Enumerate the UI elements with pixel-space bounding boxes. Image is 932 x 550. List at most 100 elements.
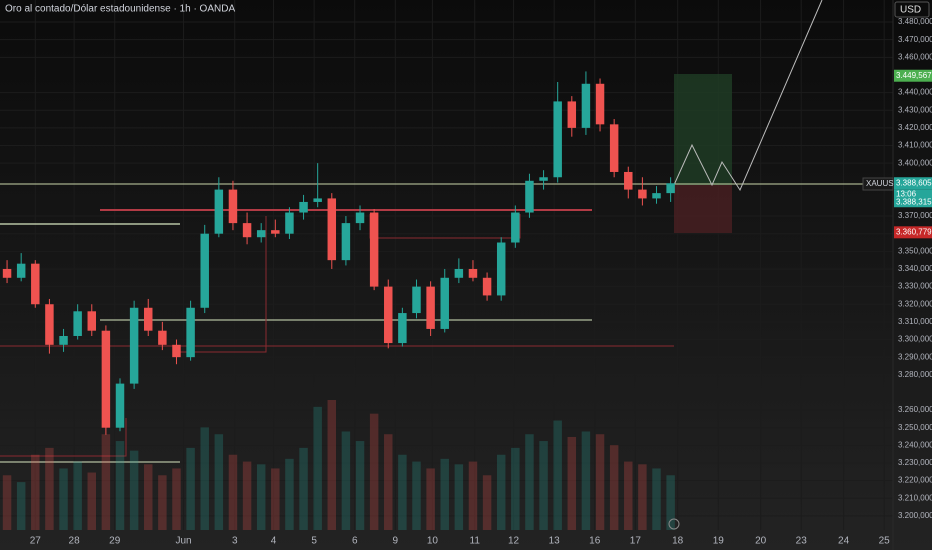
x-tick-label: 3 (232, 536, 238, 547)
candle-body (228, 189, 238, 224)
volume-bar (115, 441, 125, 530)
candle-body (482, 277, 492, 296)
chart-title: Oro al contado/Dólar estadounidense · 1h… (5, 4, 235, 15)
volume-bar (454, 464, 464, 530)
y-tick-label: 3.260,000 (898, 405, 932, 414)
volume-bar (468, 461, 478, 530)
candle-body (186, 307, 195, 358)
candle-body (511, 212, 520, 243)
candle-body (144, 307, 153, 331)
currency[interactable]: USD (900, 5, 921, 16)
volume-bar (553, 420, 562, 530)
candle-body (313, 198, 322, 202)
volume-bar (581, 431, 591, 530)
symbol: XAUUSD (866, 179, 900, 188)
volume-bar (31, 454, 40, 530)
y-tick-label: 3.300,000 (898, 335, 932, 344)
candle-body (384, 286, 393, 344)
candle-body (369, 212, 379, 287)
volume-bar (271, 468, 280, 530)
x-tick-label: 13 (549, 536, 561, 547)
candle-body (595, 83, 605, 125)
candle-body (666, 183, 675, 194)
volume-bar (228, 454, 238, 530)
y-tick-label: 3.470,000 (898, 35, 932, 44)
volume-bar (299, 447, 308, 530)
volume-bar (87, 472, 97, 530)
volume-bar (369, 413, 379, 530)
candle-body (496, 242, 506, 296)
y-tick-label: 3.230,000 (898, 458, 932, 467)
price-label-bg (894, 177, 932, 190)
candle-body (341, 223, 351, 261)
volume-bar (200, 427, 209, 530)
zone-line (0, 418, 127, 457)
replay-icon[interactable] (668, 518, 680, 530)
y-tick-label: 3.250,000 (898, 423, 932, 432)
y-tick-label: 3.440,000 (898, 88, 932, 97)
x-tick-label: 4 (271, 536, 277, 547)
volume-bar (496, 454, 506, 530)
candle-body (73, 311, 82, 336)
volume-bar (412, 461, 421, 530)
currency-box[interactable] (894, 1, 930, 18)
volume-bar (45, 447, 54, 530)
x-tick-label: 29 (109, 536, 121, 547)
volume-bar (186, 447, 195, 530)
candle-body (158, 330, 167, 345)
candle-body (355, 212, 365, 224)
candle-body (426, 286, 435, 329)
candle-body (16, 263, 26, 278)
candle-body (2, 268, 12, 278)
y-tick-label: 3.310,000 (898, 317, 932, 326)
volume-bar (511, 447, 520, 530)
candle-body (45, 304, 54, 345)
volume-bar (327, 400, 337, 530)
candle-body (440, 277, 449, 329)
price-label: 3.449,567 (896, 71, 932, 80)
price-label: 3.388,605 (896, 178, 932, 187)
volume-bar (666, 475, 675, 530)
y-tick-label: 3.420,000 (898, 123, 932, 132)
loss-zone (674, 185, 732, 233)
candle-body (327, 198, 337, 261)
x-tick-label: 24 (838, 536, 850, 547)
volume-bar (355, 441, 365, 530)
x-tick-label: 25 (879, 536, 891, 547)
candle-body (214, 189, 224, 234)
profit-zone (674, 74, 732, 185)
price-label-bg (894, 69, 932, 82)
volume-bar (73, 461, 82, 530)
candle-body (624, 171, 633, 190)
x-tick-label: 9 (393, 536, 399, 547)
plot (2, 71, 675, 530)
projection-path (673, 0, 823, 192)
zone-line (180, 216, 267, 353)
volume-bar (214, 434, 224, 530)
price-label: 3.360,779 (896, 227, 932, 236)
candle-body (609, 124, 619, 172)
y-tick-label: 3.290,000 (898, 352, 932, 361)
volume-bar (341, 431, 351, 530)
y-tick-label: 3.410,000 (898, 141, 932, 150)
price-label-bg (894, 189, 932, 208)
x-tick-label: 20 (755, 536, 767, 547)
volume-bar (144, 464, 153, 530)
candle-body (539, 177, 548, 181)
y-tick-label: 3.400,000 (898, 158, 932, 167)
candle-body (271, 230, 280, 234)
candle-body (454, 268, 464, 278)
countdown: 13:06 (896, 189, 917, 198)
y-tick-label: 3.240,000 (898, 440, 932, 449)
candle-body (31, 263, 40, 305)
candle-body (172, 344, 181, 358)
volume-bar (158, 475, 167, 530)
volume-bar (256, 464, 266, 530)
volume-bar (652, 468, 661, 530)
volume-bar (482, 475, 492, 530)
x-tick-label: 23 (796, 536, 808, 547)
volume-bar (384, 434, 393, 530)
volume-bar (609, 445, 619, 530)
